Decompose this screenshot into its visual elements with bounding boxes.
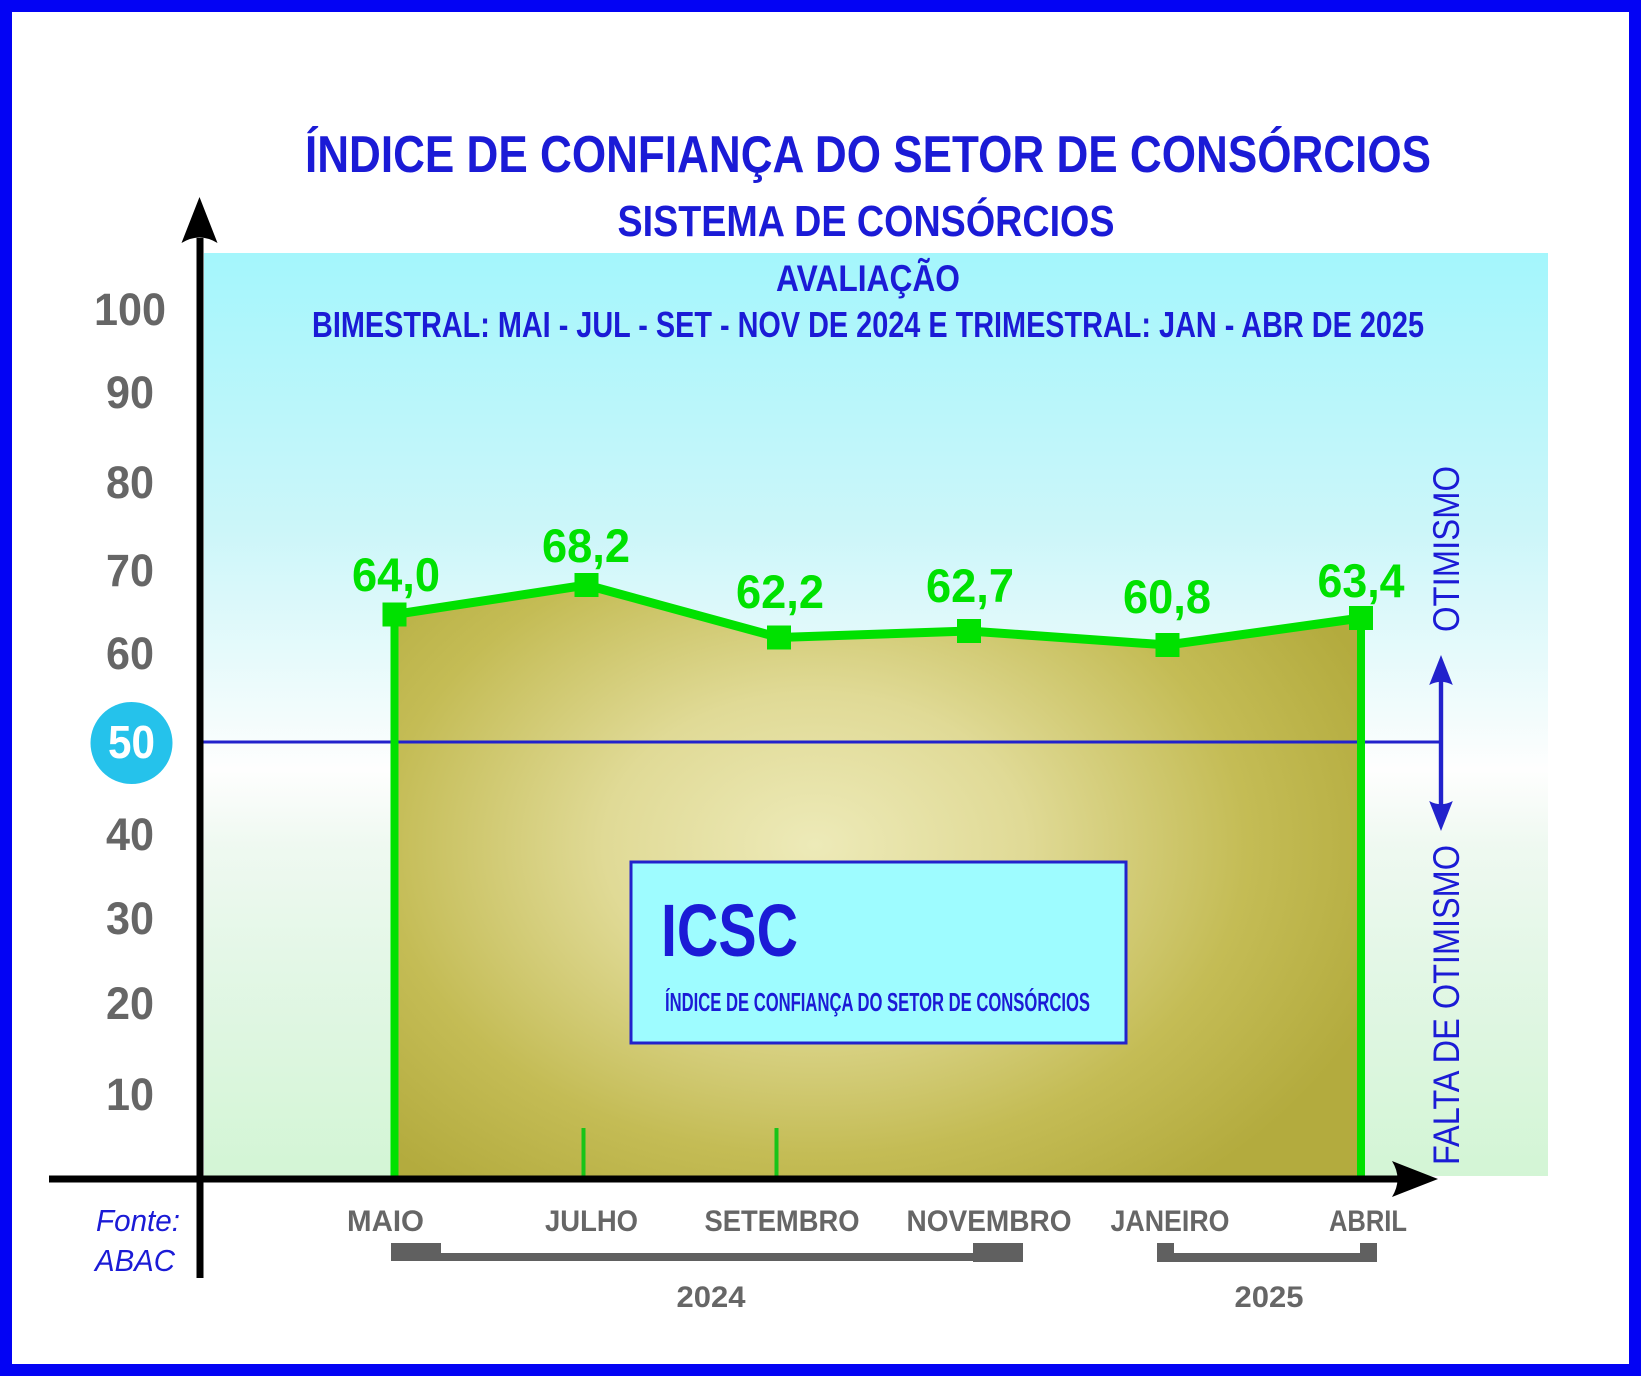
svg-text:ABAC: ABAC [93,1243,175,1278]
svg-text:62,7: 62,7 [926,559,1014,612]
svg-text:2025: 2025 [1235,1281,1304,1314]
svg-text:68,2: 68,2 [542,519,630,572]
svg-text:60,8: 60,8 [1123,570,1211,623]
svg-text:FALTA DE OTIMISMO: FALTA DE OTIMISMO [1426,845,1467,1165]
svg-text:100: 100 [94,284,166,335]
svg-text:ICSC: ICSC [661,889,798,972]
svg-text:30: 30 [106,893,154,944]
svg-text:Fonte:: Fonte: [96,1203,180,1238]
svg-text:60: 60 [106,628,154,679]
svg-text:80: 80 [106,457,154,508]
svg-text:62,2: 62,2 [736,565,824,618]
svg-text:40: 40 [106,809,154,860]
svg-text:OTIMISMO: OTIMISMO [1426,466,1467,632]
svg-text:JULHO: JULHO [545,1205,638,1238]
svg-text:BIMESTRAL: MAI - JUL - SET - N: BIMESTRAL: MAI - JUL - SET - NOV DE 2024… [312,304,1424,345]
svg-text:AVALIAÇÃO: AVALIAÇÃO [776,257,960,299]
svg-text:SISTEMA DE CONSÓRCIOS: SISTEMA DE CONSÓRCIOS [618,196,1115,246]
svg-text:63,4: 63,4 [1318,554,1405,607]
svg-text:20: 20 [106,978,154,1029]
svg-text:90: 90 [106,367,154,418]
svg-text:NOVEMBRO: NOVEMBRO [907,1205,1072,1238]
svg-text:ÍNDICE DE CONFIANÇA DO SETOR D: ÍNDICE DE CONFIANÇA DO SETOR DE CONSÓRCI… [665,987,1090,1017]
svg-text:ÍNDICE DE CONFIANÇA DO SETOR D: ÍNDICE DE CONFIANÇA DO SETOR DE CONSÓRCI… [305,126,1431,184]
svg-text:2024: 2024 [677,1281,746,1314]
svg-text:70: 70 [106,545,154,596]
svg-text:50: 50 [108,716,155,768]
svg-text:64,0: 64,0 [352,548,440,601]
svg-text:SETEMBRO: SETEMBRO [705,1205,860,1238]
svg-text:ABRIL: ABRIL [1329,1205,1407,1238]
svg-text:10: 10 [106,1069,154,1120]
svg-text:MAIO: MAIO [347,1205,424,1238]
svg-text:JANEIRO: JANEIRO [1111,1205,1230,1238]
